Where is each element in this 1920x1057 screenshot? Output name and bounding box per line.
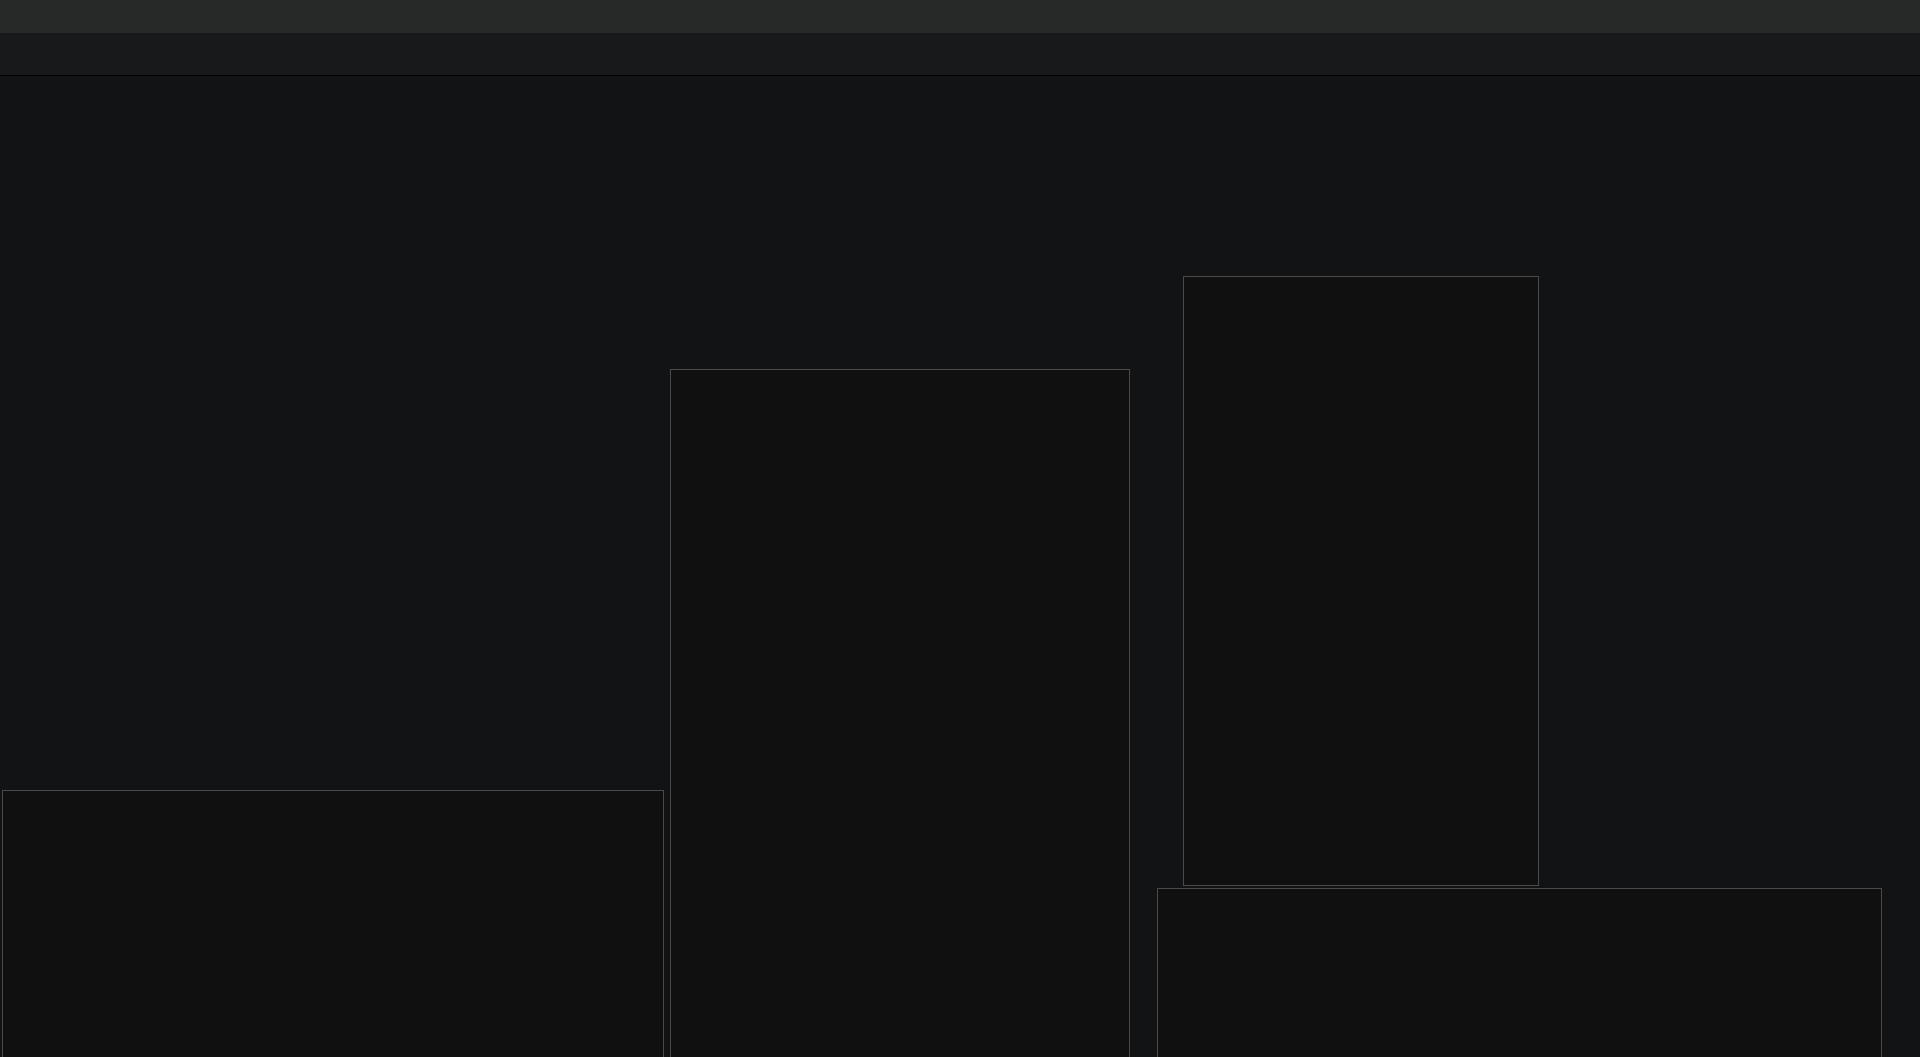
statistics-window: [2, 790, 664, 1057]
find-zone-window: [670, 369, 1130, 1057]
memory-window: [1157, 888, 1882, 1057]
time-axis: [0, 75, 1920, 110]
main-toolbar: [0, 0, 1920, 34]
frame-overview-strip[interactable]: [0, 33, 1920, 76]
zone-info-window: [1183, 276, 1539, 886]
